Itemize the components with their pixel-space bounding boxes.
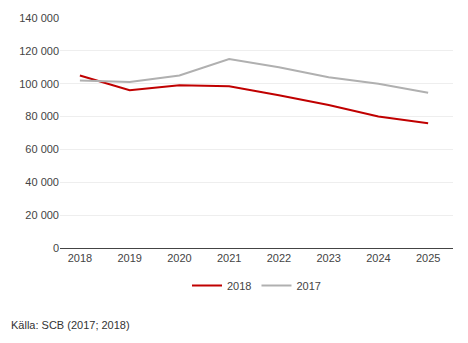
svg-text:100 000: 100 000 bbox=[19, 78, 59, 90]
svg-text:2021: 2021 bbox=[217, 252, 241, 264]
svg-text:2018: 2018 bbox=[68, 252, 92, 264]
svg-text:2020: 2020 bbox=[167, 252, 191, 264]
svg-text:2019: 2019 bbox=[117, 252, 141, 264]
svg-text:140 000: 140 000 bbox=[19, 12, 59, 24]
svg-text:2023: 2023 bbox=[316, 252, 340, 264]
svg-text:0: 0 bbox=[53, 242, 59, 254]
svg-text:Källa: SCB (2017; 2018): Källa: SCB (2017; 2018) bbox=[11, 319, 130, 331]
svg-text:80 000: 80 000 bbox=[25, 110, 59, 122]
svg-text:40 000: 40 000 bbox=[25, 176, 59, 188]
svg-text:120 000: 120 000 bbox=[19, 45, 59, 57]
svg-text:2025: 2025 bbox=[416, 252, 440, 264]
svg-text:60 000: 60 000 bbox=[25, 143, 59, 155]
svg-text:2022: 2022 bbox=[267, 252, 291, 264]
svg-text:20 000: 20 000 bbox=[25, 209, 59, 221]
svg-text:2017: 2017 bbox=[296, 280, 320, 292]
svg-text:2024: 2024 bbox=[366, 252, 390, 264]
svg-text:2018: 2018 bbox=[227, 280, 251, 292]
